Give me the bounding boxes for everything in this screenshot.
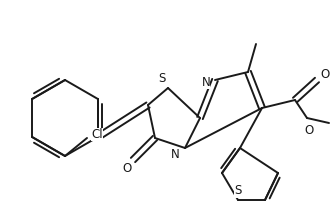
- Text: Cl: Cl: [91, 128, 103, 140]
- Text: S: S: [234, 184, 242, 198]
- Text: O: O: [122, 161, 132, 175]
- Text: N: N: [170, 147, 179, 161]
- Text: S: S: [158, 72, 166, 84]
- Text: O: O: [320, 68, 330, 82]
- Text: N: N: [201, 76, 210, 88]
- Text: O: O: [304, 124, 314, 136]
